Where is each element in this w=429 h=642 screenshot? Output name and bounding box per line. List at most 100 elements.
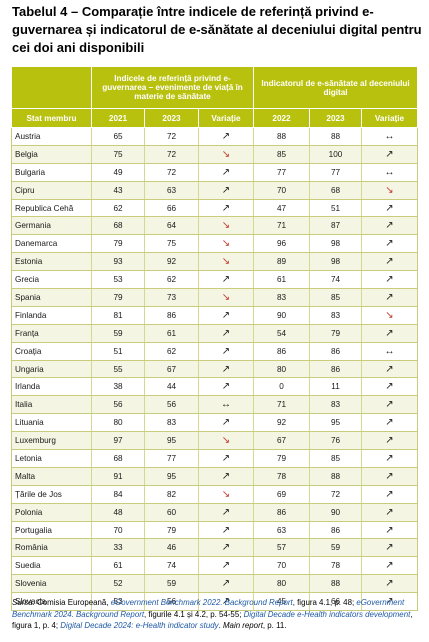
cell-member-state: Grecia [11, 270, 92, 290]
arrow-up-right-icon: ↗ [221, 130, 231, 142]
cell-ehealth-2023: 95 [309, 413, 362, 433]
cell-ehealth-variation: ↗ [361, 216, 418, 236]
cell-ehealth-2022: 70 [253, 556, 310, 576]
cell-ehealth-2022: 80 [253, 360, 310, 379]
cell-ehealth-variation: ↗ [361, 521, 418, 540]
arrow-down-right-icon: ↘ [221, 256, 231, 268]
cell-ehealth-2023: 77 [309, 163, 362, 182]
cell-egov-variation: ↘ [198, 252, 254, 272]
cell-ehealth-variation: ↗ [361, 324, 418, 343]
arrow-left-right-icon: ↔ [384, 130, 395, 142]
arrow-up-right-icon: ↗ [221, 184, 231, 196]
table-row: Spania 79 73 ↘ 83 85 ↗ [11, 288, 418, 307]
header-variation-egov: Variație [198, 108, 254, 128]
arrow-up-right-icon: ↗ [221, 327, 231, 339]
source-link-ehealth-indicators[interactable]: Digital Decade e-Health indicators devel… [243, 609, 411, 619]
arrow-up-right-icon: ↗ [385, 399, 394, 411]
table-row: Letonia 68 77 ↗ 79 85 ↗ [11, 449, 418, 468]
cell-ehealth-2023: 98 [309, 234, 362, 254]
cell-member-state: Croația [11, 342, 92, 361]
arrow-up-right-icon: ↗ [385, 542, 394, 554]
cell-ehealth-2022: 86 [253, 342, 310, 361]
arrow-down-right-icon: ↘ [385, 309, 394, 321]
cell-ehealth-variation: ↗ [361, 377, 418, 397]
cell-member-state: Estonia [11, 252, 92, 272]
arrow-left-right-icon: ↔ [384, 166, 395, 178]
cell-egov-variation: ↗ [198, 467, 254, 486]
source-text: , p. 11. [262, 621, 287, 630]
arrow-up-right-icon: ↗ [385, 435, 394, 447]
table-row: Suedia 61 74 ↗ 70 78 ↗ [11, 556, 418, 576]
cell-egov-variation: ↗ [198, 592, 254, 612]
cell-egov-variation: ↗ [198, 181, 254, 200]
cell-ehealth-2022: 88 [253, 127, 310, 146]
cell-ehealth-2022: 63 [253, 521, 310, 540]
cell-egov-2021: 48 [91, 503, 145, 522]
source-link-egov-2022[interactable]: eGovernment Benchmark 2022. Background R… [110, 598, 293, 607]
cell-egov-2021: 65 [91, 127, 145, 146]
cell-egov-2021: 80 [91, 413, 145, 433]
cell-ehealth-variation: ↘ [361, 181, 418, 200]
cell-egov-variation: ↘ [198, 431, 254, 451]
source-note: Sursa: Comisia Europeană, eGovernment Be… [12, 597, 422, 632]
cell-egov-2023: 66 [144, 199, 199, 218]
cell-ehealth-variation: ↗ [361, 556, 418, 576]
cell-egov-2021: 81 [91, 306, 145, 325]
cell-ehealth-2022: 80 [253, 574, 310, 594]
header-empty [11, 66, 92, 109]
cell-ehealth-2023: 68 [309, 181, 362, 200]
cell-ehealth-variation: ↗ [361, 252, 418, 272]
cell-ehealth-variation: ↗ [361, 145, 418, 164]
table-row: Slovenia 52 59 ↗ 80 88 ↗ [11, 574, 418, 594]
arrow-up-right-icon: ↗ [221, 202, 231, 214]
cell-egov-2021: 33 [91, 538, 145, 558]
arrow-up-right-icon: ↗ [221, 452, 231, 464]
arrow-up-right-icon: ↗ [221, 578, 231, 590]
cell-egov-2023: 60 [144, 503, 199, 522]
source-link-egov-2024[interactable]: eGovernment Benchmark 2024. Background R… [12, 598, 405, 619]
header-2023-egov: 2023 [144, 108, 199, 128]
cell-egov-2021: 84 [91, 485, 145, 504]
arrow-down-right-icon: ↘ [221, 488, 231, 500]
comparison-table: Indicele de referință privind e-guvernar… [11, 66, 418, 612]
cell-egov-2021: 68 [91, 449, 145, 468]
cell-egov-2023: 95 [144, 431, 199, 451]
cell-egov-variation: ↗ [198, 127, 254, 146]
cell-egov-2023: 56 [144, 592, 199, 612]
cell-ehealth-2022: 86 [253, 503, 310, 522]
arrow-up-right-icon: ↗ [221, 417, 231, 429]
cell-egov-variation: ↗ [198, 324, 254, 343]
cell-egov-variation: ↘ [198, 288, 254, 307]
cell-egov-2023: 77 [144, 449, 199, 468]
source-text: , figurile 4.1 și 4.2, p. 54-55; [144, 609, 244, 619]
cell-egov-variation: ↗ [198, 360, 254, 379]
arrow-up-right-icon: ↗ [221, 542, 231, 554]
cell-member-state: Italia [11, 395, 92, 415]
arrow-up-right-icon: ↗ [221, 274, 231, 286]
cell-ehealth-variation: ↗ [361, 503, 418, 522]
cell-ehealth-2022: 0 [253, 377, 310, 397]
arrow-up-right-icon: ↗ [385, 578, 394, 590]
cell-egov-2023: 73 [144, 288, 199, 307]
cell-member-state: Austria [11, 127, 92, 146]
cell-egov-2023: 72 [144, 145, 199, 164]
cell-ehealth-2023: 85 [309, 449, 362, 468]
cell-egov-2023: 62 [144, 342, 199, 361]
arrow-up-right-icon: ↗ [385, 560, 394, 572]
cell-egov-variation: ↗ [198, 377, 254, 397]
cell-ehealth-variation: ↔ [361, 127, 418, 146]
cell-member-state: Ungaria [11, 360, 92, 379]
table-row: Țările de Jos 84 82 ↘ 69 72 ↗ [11, 485, 418, 504]
cell-ehealth-2023: 98 [309, 252, 362, 272]
cell-ehealth-variation: ↗ [361, 574, 418, 594]
source-text: , figura 4.1, p. 48; [292, 598, 357, 607]
cell-egov-variation: ↗ [198, 574, 254, 594]
cell-egov-2021: 93 [91, 252, 145, 272]
cell-ehealth-variation: ↗ [361, 413, 418, 433]
cell-egov-2023: 61 [144, 324, 199, 343]
cell-ehealth-2022: 54 [253, 324, 310, 343]
cell-ehealth-2022: 67 [253, 431, 310, 451]
source-link-ehealth-study[interactable]: Digital Decade 2024: e-Health indicator … [60, 621, 219, 630]
arrow-up-right-icon: ↗ [221, 506, 231, 518]
arrow-up-right-icon: ↗ [221, 560, 231, 572]
